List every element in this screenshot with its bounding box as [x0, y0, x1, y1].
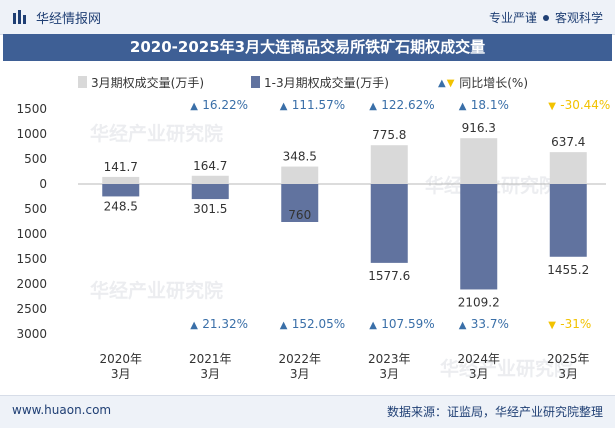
x-tick-label: 3月: [111, 367, 131, 381]
y-tick-label: 1500: [16, 102, 47, 116]
watermarks: 华经产业研究院华经产业研究院华经产业研究院华经产业研究院: [90, 122, 573, 380]
dot-icon: [542, 15, 549, 21]
data-label-march: 916.3: [462, 121, 496, 135]
up-triangle-icon: ▲: [190, 101, 198, 112]
data-label-march: 637.4: [551, 135, 585, 149]
data-label-march: 164.7: [193, 159, 227, 173]
y-tick-label: 500: [24, 202, 47, 216]
data-label-ytd: 1455.2: [547, 263, 589, 277]
y-tick-label: 1000: [16, 227, 47, 241]
watermark-text: 华经产业研究院: [90, 122, 223, 145]
growth-label: 21.32%: [202, 317, 248, 331]
growth-label: 107.59%: [381, 317, 434, 331]
data-label-march: 348.5: [283, 150, 317, 164]
top-bar: 华经情报网 专业严谨 客观科学: [0, 0, 615, 35]
growth-label: 122.62%: [381, 98, 434, 112]
y-tick-label: 500: [24, 152, 47, 166]
up-triangle-icon: ▲: [280, 320, 288, 331]
data-label-ytd: 2109.2: [458, 295, 500, 309]
legend-label-march: 3月期权成交量(万手): [91, 76, 204, 90]
bar-ytd: [281, 184, 319, 222]
footer-source: 数据来源：证监局，华经产业研究院整理: [386, 405, 603, 419]
x-tick-label: 3月: [290, 367, 310, 381]
bar-ytd: [460, 184, 498, 290]
x-tick-label: 3月: [200, 367, 220, 381]
legend: 3月期权成交量(万手) 1-3月期权成交量(万手) ▲▼ 同比增长(%): [0, 74, 615, 92]
footer: www.huaon.com 数据来源：证监局，华经产业研究院整理: [0, 395, 615, 428]
bar-march: [102, 176, 140, 184]
data-label-ytd: 301.5: [193, 202, 227, 216]
y-tick-label: 1500: [16, 252, 47, 266]
x-tick-label: 2023年: [368, 352, 411, 366]
down-triangle-icon: ▼: [548, 320, 556, 331]
bar-march: [549, 152, 587, 184]
watermark-text: 华经产业研究院: [90, 279, 223, 302]
bars: [102, 138, 587, 290]
x-axis: 2020年3月2021年3月2022年3月2023年3月2024年3月2025年…: [99, 352, 589, 381]
data-labels: 141.7 248.5 164.7 301.5 348.5 760 775.8 1577.6 9…: [104, 121, 590, 309]
x-tick-label: 3月: [379, 367, 399, 381]
legend-label-growth: 同比增长(%): [459, 76, 529, 90]
growth-label: 33.7%: [471, 317, 509, 331]
growth-label: 18.1%: [471, 98, 509, 112]
y-tick-label: 1000: [16, 127, 47, 141]
x-tick-label: 2025年: [547, 352, 590, 366]
legend-item-ytd: 1-3月期权成交量(万手): [251, 74, 389, 91]
down-triangle-icon: ▼: [548, 101, 556, 112]
bar-ytd: [102, 184, 140, 197]
data-label-ytd: 760: [288, 208, 311, 222]
up-triangle-icon: ▲: [369, 101, 377, 112]
growth-label: 111.57%: [292, 98, 345, 112]
slogan: 专业严谨 客观科学: [489, 9, 603, 26]
up-triangle-icon: ▲: [438, 78, 446, 89]
x-tick-label: 2020年: [99, 352, 142, 366]
y-tick-label: 2500: [16, 302, 47, 316]
x-tick-label: 2022年: [278, 352, 321, 366]
up-triangle-icon: ▲: [190, 320, 198, 331]
data-label-ytd: 1577.6: [368, 269, 410, 283]
growth-label: 152.05%: [292, 317, 345, 331]
watermark-text: 华经产业研究院: [440, 357, 573, 380]
bar-march: [460, 138, 498, 184]
data-label-ytd: 248.5: [104, 199, 138, 213]
y-tick-label: 3000: [16, 327, 47, 341]
bar-ytd: [549, 184, 587, 257]
up-triangle-icon: ▲: [459, 101, 467, 112]
chart-title: 2020-2025年3月大连商品交易所铁矿石期权成交量: [3, 34, 612, 61]
growth-label: -30.44%: [560, 98, 610, 112]
slogan-right: 客观科学: [554, 11, 603, 25]
y-axis: 1500 1000 500 0 500 1000 1500 2000 2500 3000: [16, 102, 606, 341]
legend-swatch-march: [78, 76, 87, 88]
legend-swatch-ytd: [251, 76, 260, 88]
x-tick-label: 2021年: [189, 352, 232, 366]
y-tick-label: 0: [39, 177, 47, 191]
bar-ytd: [370, 184, 408, 263]
down-triangle-icon: ▼: [446, 78, 455, 89]
growth-label: -31%: [560, 317, 591, 331]
slogan-left: 专业严谨: [488, 11, 537, 25]
data-label-march: 775.8: [372, 128, 406, 142]
legend-item-march: 3月期权成交量(万手): [78, 74, 204, 91]
footer-site-link[interactable]: www.huaon.com: [12, 403, 112, 417]
up-triangle-icon: ▲: [459, 320, 467, 331]
brand-name: 华经情报网: [36, 12, 102, 27]
x-tick-label: 2024年: [457, 352, 500, 366]
up-triangle-icon: ▲: [369, 320, 377, 331]
brand-logo-icon: [13, 10, 26, 24]
bar-ytd: [191, 184, 229, 200]
bar-march: [191, 175, 229, 184]
up-triangle-icon: ▲: [280, 101, 288, 112]
legend-label-ytd: 1-3月期权成交量(万手): [264, 76, 389, 90]
growth-labels: ▲ 16.22% ▲ 111.57% ▲ 122.62% ▲ 18.1% ▼ -30.44% ▲ 21…: [190, 98, 610, 331]
x-tick-label: 3月: [469, 367, 489, 381]
x-tick-label: 3月: [558, 367, 578, 381]
legend-item-growth: ▲▼ 同比增长(%): [438, 74, 528, 91]
bar-march: [281, 166, 319, 184]
growth-label: 16.22%: [202, 98, 248, 112]
y-tick-label: 2000: [16, 277, 47, 291]
bar-march: [370, 145, 408, 184]
chart-area: 华经产业研究院华经产业研究院华经产业研究院华经产业研究院 1500 1000 500…: [16, 98, 610, 381]
data-label-march: 141.7: [104, 160, 138, 174]
